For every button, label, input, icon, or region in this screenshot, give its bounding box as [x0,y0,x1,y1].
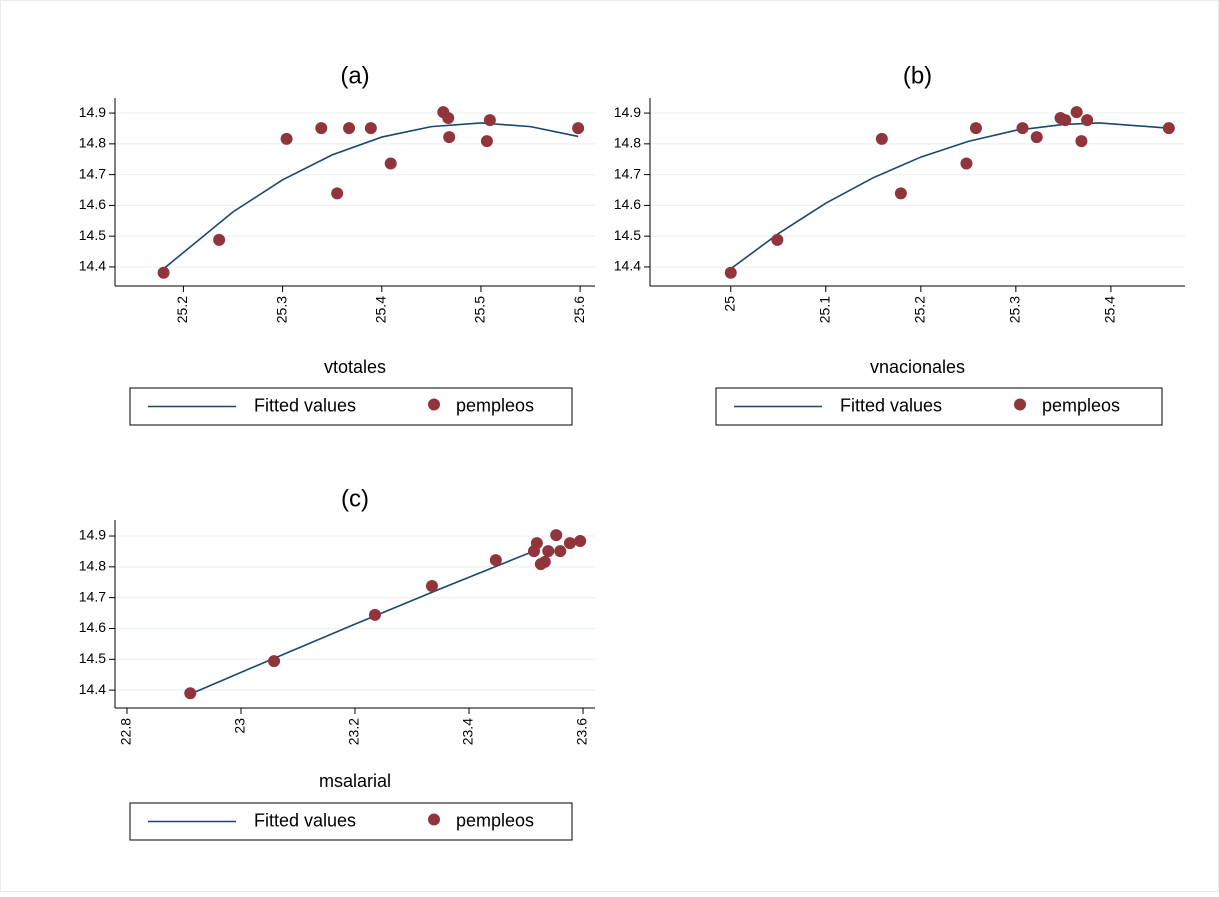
point [157,266,170,279]
point [875,132,888,145]
y-tick-label: 14.9 [79,104,106,120]
legend-label: pempleos [456,395,534,415]
x-tick-label: 22.8 [118,718,134,745]
point [1016,122,1029,135]
x-tick-label: 25.4 [1102,296,1118,323]
point [563,537,576,550]
x-tick-label: 23.4 [460,718,476,745]
fitted-line [189,549,538,695]
y-tick-label: 14.5 [79,227,106,243]
point [960,157,973,170]
point [315,122,328,135]
point [280,132,293,145]
x-tick-label: 25.4 [372,296,388,323]
x-tick-label: 25.3 [273,296,289,323]
point [530,537,543,550]
y-tick-label: 14.8 [79,135,106,151]
point [550,529,563,542]
y-tick-label: 14.4 [614,258,641,274]
point [572,122,585,135]
point [425,579,438,592]
point [1070,106,1083,119]
panel-title: (a) [340,62,369,89]
panel: (a) 14.4 14.5 14.6 14.7 14.8 14.9 25.2 25.3 25.4 2… [79,62,595,426]
x-tick-label: 25.6 [571,296,587,323]
x-tick-label: 23.6 [574,718,590,745]
panel: (c) 14.4 14.5 14.6 14.7 14.8 14.9 22.8 23 23.2 23.… [79,485,595,841]
y-tick-label: 14.5 [614,227,641,243]
x-tick-label: 25.3 [1007,296,1023,323]
point [969,122,982,135]
point [368,608,381,621]
point [384,157,397,170]
y-tick-label: 14.5 [79,650,106,666]
y-tick-label: 14.8 [79,558,106,574]
legend-label: pempleos [456,810,534,830]
point [771,233,784,246]
y-tick-label: 14.9 [79,527,106,543]
x-tick-label: 25.5 [472,296,488,323]
point [538,555,551,568]
x-tick-label: 23.2 [346,718,362,745]
point [554,545,567,558]
legend-label: Fitted values [254,810,356,830]
y-tick-label: 14.7 [79,165,106,181]
point [894,187,907,200]
panel: (b) 14.4 14.5 14.6 14.7 14.8 14.9 25 25.1 25.2 25.… [614,62,1185,426]
point [1075,135,1088,148]
x-tick-label: 25.1 [817,296,833,323]
point [1081,114,1094,127]
point [443,131,456,144]
x-axis-label: msalarial [319,771,391,791]
point [268,655,281,668]
panel-title: (c) [341,485,369,512]
x-tick-label: 25.2 [174,296,190,323]
x-tick-label: 25 [721,296,737,312]
legend-marker [428,813,440,826]
point [442,112,455,124]
point [1030,131,1043,144]
point [213,233,226,246]
point [724,266,737,279]
legend-marker [1014,398,1026,411]
fitted-line [163,122,579,270]
legend-marker [428,398,440,411]
point [483,114,496,127]
x-axis-label: vnacionales [870,357,965,377]
y-tick-label: 14.8 [614,135,641,151]
x-tick-label: 25.2 [912,296,928,323]
point [1162,122,1175,135]
y-tick-label: 14.4 [79,258,106,274]
y-tick-label: 14.7 [614,165,641,181]
legend-label: Fitted values [254,395,356,415]
legend-label: Fitted values [840,395,942,415]
point [574,534,587,547]
y-tick-label: 14.6 [79,196,106,212]
fitted-line [730,122,1169,270]
y-tick-label: 14.4 [79,681,106,697]
point [184,687,197,700]
point [542,545,555,558]
y-tick-label: 14.9 [614,104,641,120]
y-tick-label: 14.7 [79,588,106,604]
point [480,135,493,148]
point [489,554,502,567]
point [1059,114,1072,127]
y-tick-label: 14.6 [79,619,106,635]
point [331,187,344,200]
legend-label: pempleos [1042,395,1120,415]
y-tick-label: 14.6 [614,196,641,212]
x-axis-label: vtotales [324,357,386,377]
x-tick-label: 23 [232,718,248,734]
point [343,122,356,135]
point [364,122,377,135]
panel-title: (b) [903,62,932,89]
